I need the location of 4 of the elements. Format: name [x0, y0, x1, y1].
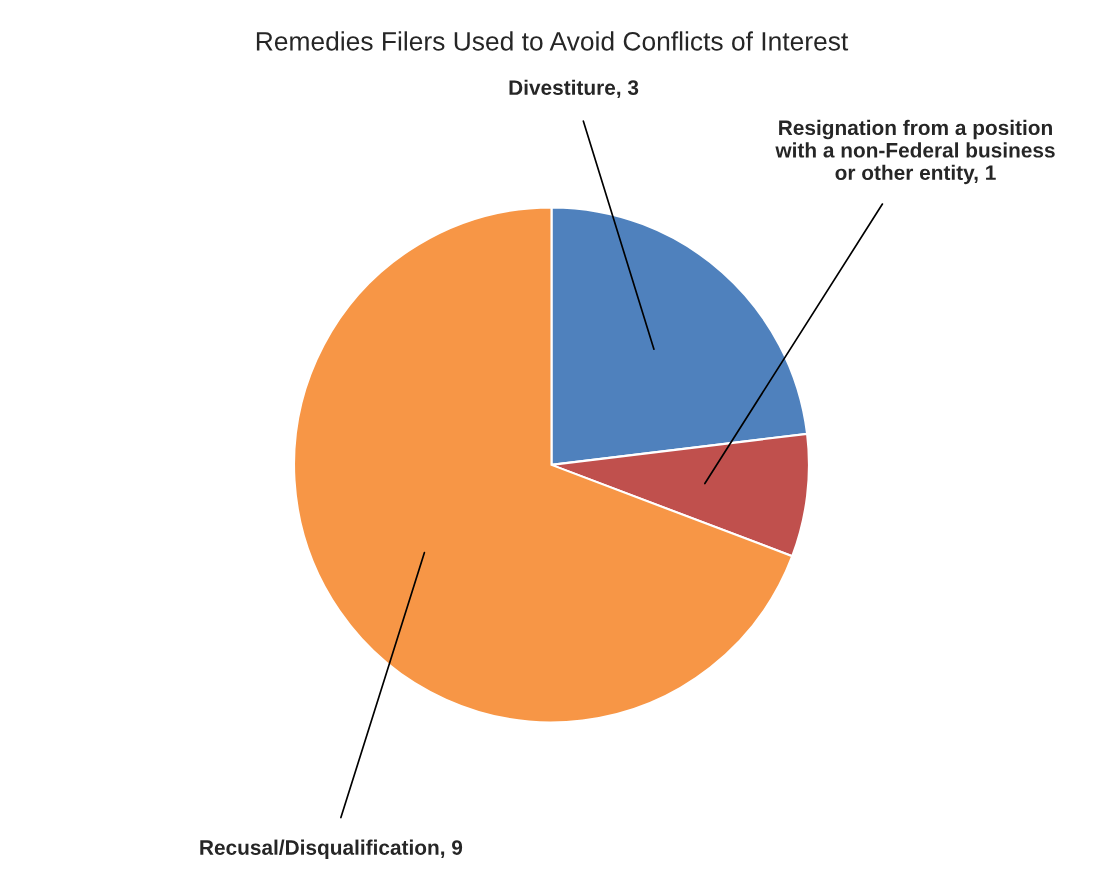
slice-label: Resignation from a position with a non-Federal business or other entity, 1: [775, 119, 1055, 185]
chart-title: Remedies Filers Used to Avoid Conflicts of Interest: [256, 31, 849, 51]
slice-label: Divestiture, 3: [509, 79, 639, 99]
slice-label: Recusal/Disqualification, 9: [200, 839, 463, 860]
